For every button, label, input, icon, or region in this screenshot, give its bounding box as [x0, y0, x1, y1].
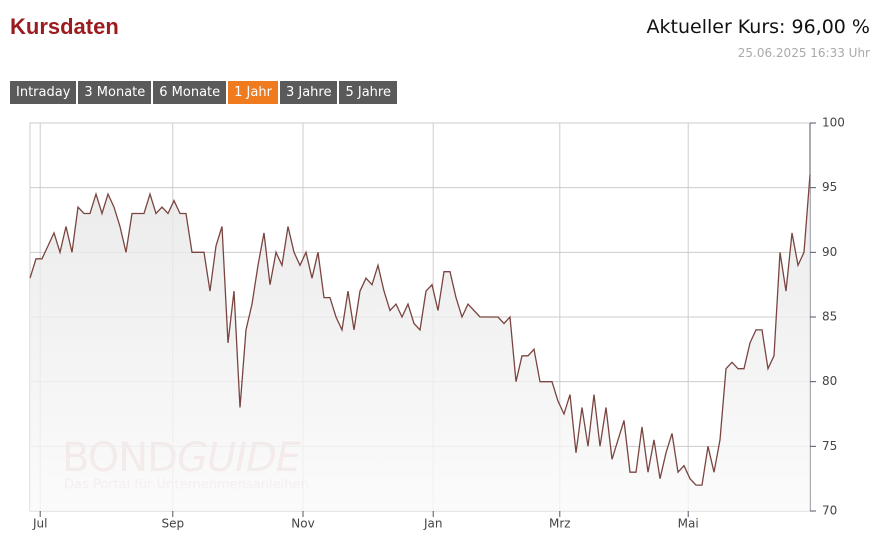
- price-line: [29, 174, 811, 486]
- area: [30, 174, 810, 511]
- y-tick-label: 75: [822, 439, 837, 453]
- range-tab[interactable]: 3 Jahre: [279, 81, 338, 104]
- y-tick-label: 90: [822, 245, 837, 259]
- y-tick-label: 70: [822, 504, 837, 518]
- y-tick-label: 95: [822, 180, 837, 194]
- x-tick-label: Nov: [291, 517, 314, 531]
- y-tick-label: 100: [822, 116, 845, 130]
- y-tick-label: 80: [822, 374, 837, 388]
- range-tab[interactable]: 6 Monate: [153, 81, 227, 104]
- range-tab[interactable]: 1 Jahr: [228, 81, 278, 104]
- x-tick-label: Sep: [161, 517, 184, 531]
- range-tab[interactable]: Intraday: [10, 81, 77, 104]
- current-price: Aktueller Kurs: 96,00 %: [646, 16, 870, 38]
- tab-bar: Intraday 3 Monate 6 Monate 1 Jahr 3 Jahre 5 J…: [10, 81, 397, 104]
- timestamp: 25.06.2025 16:33 Uhr: [737, 46, 870, 60]
- y-tick-label: 85: [822, 310, 837, 324]
- x-tick-label: Jan: [423, 517, 443, 531]
- range-tab[interactable]: 5 Jahre: [339, 81, 397, 104]
- x-tick-label: Mai: [678, 517, 699, 531]
- x-tick-label: Mrz: [549, 517, 571, 531]
- title: Kursdaten: [10, 14, 119, 39]
- range-tab[interactable]: 3 Monate: [78, 81, 152, 104]
- x-tick-label: Jul: [32, 517, 47, 531]
